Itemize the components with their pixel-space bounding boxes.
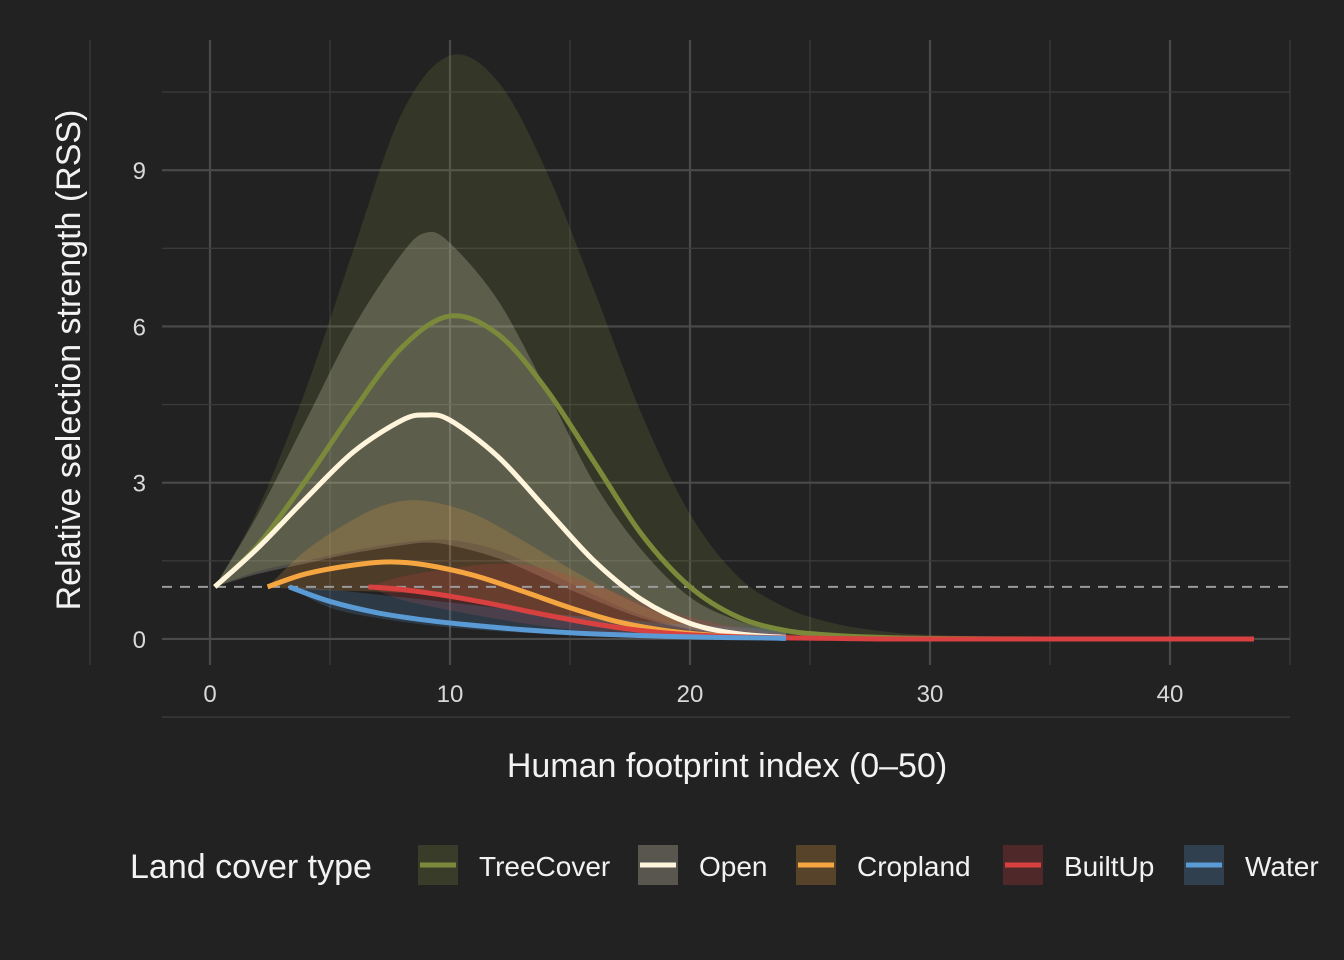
y-tick-labels: 0 3 6 9: [133, 158, 146, 654]
legend-items: TreeCover Open Cropland BuiltUp Water: [418, 845, 1319, 885]
legend-item-cropland: Cropland: [796, 845, 971, 885]
x-tick-labels: 0 10 20 30 40: [203, 681, 1183, 708]
y-tick-label: 3: [133, 471, 146, 498]
series-lines: [213, 313, 1254, 642]
y-tick-label: 9: [133, 158, 146, 185]
legend-item-builtup: BuiltUp: [1003, 845, 1154, 885]
legend-item-water: Water: [1184, 845, 1319, 885]
legend: Land cover type TreeCover Open Cropland Bui…: [130, 845, 1319, 886]
x-tick-label: 10: [437, 681, 464, 708]
y-tick-label: 6: [133, 314, 146, 341]
x-axis-title: Human footprint index (0–50): [507, 747, 947, 785]
y-tick-label: 0: [133, 627, 146, 654]
line-water: [288, 584, 787, 641]
ribbon-cropland: [267, 500, 787, 639]
legend-title: Land cover type: [130, 848, 372, 886]
legend-label: Open: [699, 851, 768, 882]
x-tick-label: 20: [677, 681, 704, 708]
ribbon-open: [214, 232, 787, 638]
x-tick-label: 30: [917, 681, 944, 708]
legend-label: BuiltUp: [1064, 851, 1154, 882]
line-open: [213, 412, 787, 640]
ribbon-builtup: [368, 563, 1254, 639]
x-tick-label: 0: [203, 681, 216, 708]
legend-label: Water: [1245, 851, 1319, 882]
legend-label: Cropland: [857, 851, 971, 882]
legend-label: TreeCover: [479, 851, 610, 882]
ribbon-treecover: [214, 54, 1254, 640]
legend-item-treecover: TreeCover: [418, 845, 610, 885]
x-tick-label: 40: [1157, 681, 1184, 708]
legend-item-open: Open: [638, 845, 768, 885]
y-axis-title: Relative selection strength (RSS): [50, 110, 88, 611]
